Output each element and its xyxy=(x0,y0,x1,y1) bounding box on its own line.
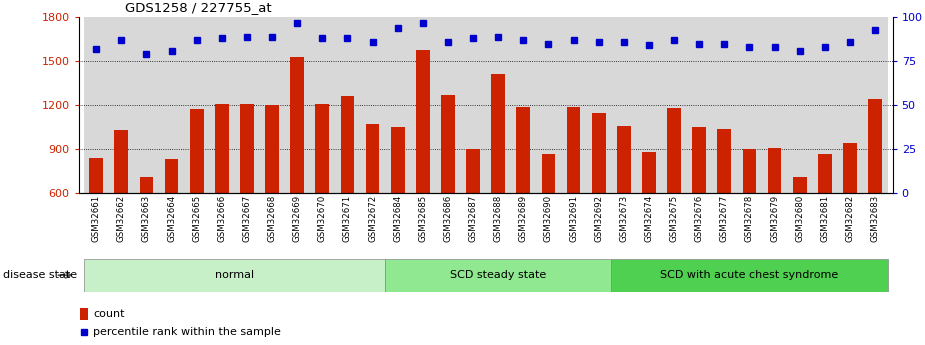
Bar xyxy=(441,95,455,193)
Bar xyxy=(762,17,787,193)
Bar xyxy=(240,104,253,193)
Bar xyxy=(90,158,103,193)
Bar xyxy=(561,17,586,193)
Bar xyxy=(83,17,109,193)
Bar xyxy=(385,17,411,193)
Bar xyxy=(737,17,762,193)
Bar xyxy=(285,17,310,193)
Bar xyxy=(140,177,154,193)
Bar xyxy=(843,144,857,193)
Text: disease state: disease state xyxy=(3,270,77,280)
Bar xyxy=(686,17,711,193)
Bar xyxy=(134,17,159,193)
Bar xyxy=(260,17,285,193)
Bar xyxy=(360,17,385,193)
Bar xyxy=(115,130,129,193)
Bar xyxy=(516,107,530,193)
Bar xyxy=(234,17,260,193)
Bar xyxy=(335,17,360,193)
Bar xyxy=(862,17,888,193)
Text: percentile rank within the sample: percentile rank within the sample xyxy=(93,327,281,337)
Text: SCD steady state: SCD steady state xyxy=(450,270,547,280)
Bar xyxy=(209,17,234,193)
Text: SCD with acute chest syndrome: SCD with acute chest syndrome xyxy=(660,270,839,280)
Text: normal: normal xyxy=(215,270,254,280)
Bar xyxy=(711,17,737,193)
Bar xyxy=(743,149,757,193)
Bar xyxy=(793,177,807,193)
Bar xyxy=(315,104,329,193)
Bar xyxy=(718,129,731,193)
Bar xyxy=(265,105,279,193)
Bar xyxy=(667,108,681,193)
Bar xyxy=(536,17,561,193)
Bar xyxy=(768,148,782,193)
Bar xyxy=(109,17,134,193)
Bar xyxy=(642,152,656,193)
Bar xyxy=(83,259,385,292)
Bar xyxy=(165,159,179,193)
Bar xyxy=(340,96,354,193)
Bar xyxy=(215,104,228,193)
Bar xyxy=(461,17,486,193)
Bar xyxy=(661,17,686,193)
Bar xyxy=(541,154,555,193)
Bar xyxy=(190,109,204,193)
Bar xyxy=(290,57,304,193)
Bar xyxy=(511,17,536,193)
Bar xyxy=(466,149,480,193)
Bar xyxy=(310,17,335,193)
Bar xyxy=(365,124,379,193)
Bar xyxy=(159,17,184,193)
Bar xyxy=(486,17,511,193)
Text: count: count xyxy=(93,309,125,319)
Bar xyxy=(617,126,631,193)
Bar xyxy=(491,75,505,193)
Bar xyxy=(416,49,430,193)
Text: GDS1258 / 227755_at: GDS1258 / 227755_at xyxy=(125,1,272,14)
Bar xyxy=(636,17,661,193)
Bar xyxy=(837,17,862,193)
Bar xyxy=(184,17,209,193)
Bar xyxy=(812,17,837,193)
Bar xyxy=(80,308,88,320)
Bar xyxy=(567,107,581,193)
Bar xyxy=(692,127,706,193)
Bar xyxy=(787,17,812,193)
Bar xyxy=(411,17,436,193)
Bar xyxy=(390,127,404,193)
Bar xyxy=(869,99,882,193)
Bar xyxy=(385,259,611,292)
Bar xyxy=(586,17,611,193)
Bar xyxy=(592,112,606,193)
Bar xyxy=(818,154,832,193)
Bar xyxy=(611,17,636,193)
Bar xyxy=(611,259,888,292)
Bar xyxy=(436,17,461,193)
